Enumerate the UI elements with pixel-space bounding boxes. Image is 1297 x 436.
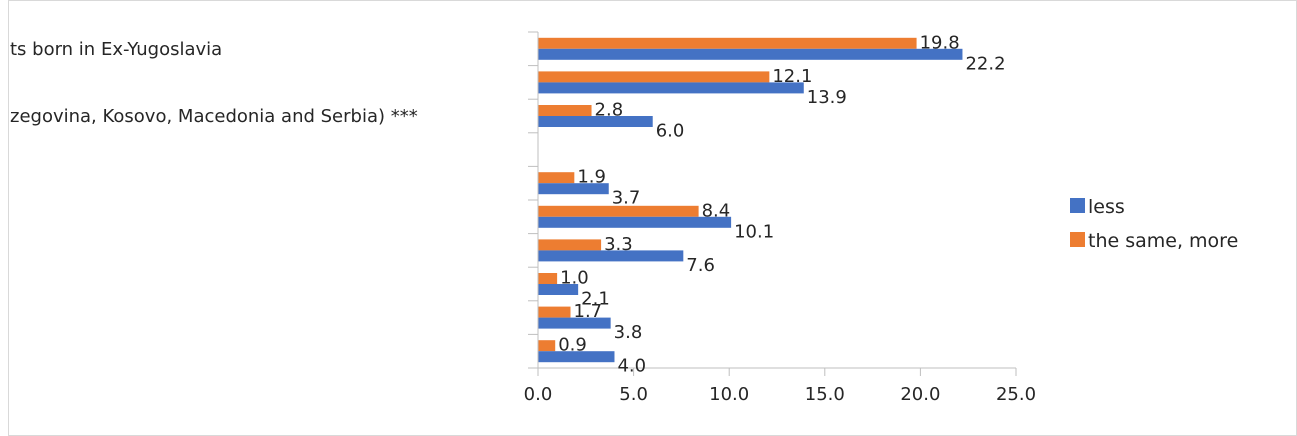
bar-the-same-more [538, 71, 770, 83]
bar-the-same-more [538, 172, 575, 184]
data-label-the-same-more: 1.9 [577, 167, 606, 188]
bar-less [538, 317, 611, 329]
data-label-the-same-more: 2.8 [595, 100, 624, 121]
data-label-less: 4.0 [617, 356, 646, 377]
x-tick-label: 0.0 [524, 384, 553, 405]
bar-less [538, 183, 609, 195]
bar-less [538, 116, 653, 127]
legend: less the same, more [1070, 196, 1238, 252]
data-label-less: 3.8 [614, 322, 643, 343]
x-tick-label: 5.0 [619, 384, 648, 405]
data-label-the-same-more: 0.9 [558, 335, 587, 356]
data-label-less: 6.0 [656, 121, 685, 142]
legend-swatch [1070, 198, 1085, 213]
x-tick-label: 25.0 [996, 384, 1036, 405]
bar-less [538, 250, 684, 262]
bar-less [538, 351, 615, 363]
bars-group [538, 37, 963, 363]
x-tick-label: 10.0 [709, 384, 749, 405]
category-label: zegovina, Kosovo, Macedonia and Serbia) … [10, 106, 418, 127]
data-label-less: 7.6 [686, 255, 715, 276]
data-label-less: 3.7 [612, 188, 641, 209]
bar-less [538, 82, 804, 94]
bar-the-same-more [538, 340, 556, 352]
bar-the-same-more [538, 306, 571, 318]
data-label-less: 2.1 [581, 289, 610, 310]
legend-label: less [1088, 196, 1125, 218]
bar-the-same-more [538, 37, 917, 49]
x-tick-label: 20.0 [900, 384, 940, 405]
bar-the-same-more [538, 273, 558, 284]
data-label-less: 10.1 [734, 221, 774, 242]
data-label-the-same-more: 12.1 [772, 66, 812, 87]
data-label-less: 13.9 [807, 87, 847, 108]
axes-group: 0.0 5.0 10.0 15.0 20.0 25.0 [524, 31, 1036, 405]
data-label-the-same-more: 3.3 [604, 234, 633, 255]
bar-the-same-more [538, 239, 602, 251]
legend-label: the same, more [1088, 230, 1238, 252]
category-label: ts born in Ex-Yugoslavia [10, 39, 222, 60]
data-label-the-same-more: 19.8 [920, 32, 960, 53]
bar-the-same-more [538, 105, 592, 116]
labels-group: ts born in Ex-Yugoslavia zegovina, Kosovo… [10, 32, 1006, 376]
data-label-the-same-more: 1.7 [574, 301, 603, 322]
data-label-the-same-more: 8.4 [702, 200, 731, 221]
bar-less [538, 48, 963, 60]
data-label-the-same-more: 1.0 [560, 268, 589, 289]
x-tick-label: 15.0 [805, 384, 845, 405]
data-label-less: 22.2 [965, 53, 1005, 74]
bar-less [538, 216, 732, 228]
bar-the-same-more [538, 205, 699, 217]
bar-less [538, 284, 579, 295]
legend-swatch [1070, 232, 1085, 247]
